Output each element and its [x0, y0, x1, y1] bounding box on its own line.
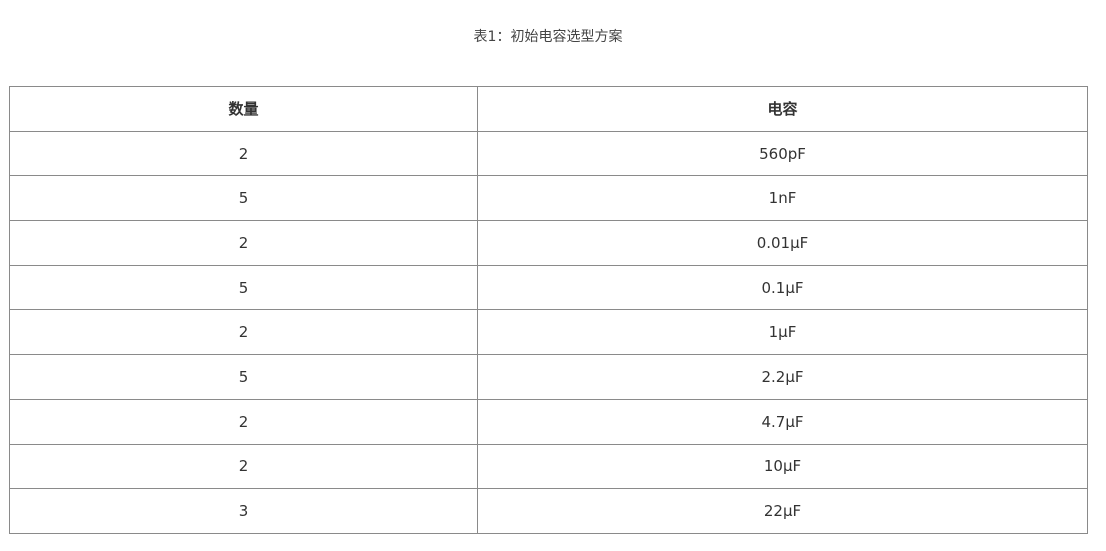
quantity-cell: 2 — [9, 443, 478, 490]
capacitance-cell: 0.1μF — [477, 264, 1088, 311]
capacitance-cell: 1μF — [477, 309, 1088, 356]
quantity-cell: 5 — [9, 354, 478, 400]
capacitance-cell: 560pF — [477, 130, 1088, 177]
quantity-cell: 2 — [9, 130, 478, 177]
capacitance-cell: 10μF — [477, 443, 1088, 490]
capacitance-cell: 2.2μF — [477, 354, 1088, 400]
table-row: 2 4.7μF — [9, 398, 1088, 445]
capacitance-cell: 22μF — [477, 488, 1088, 534]
table-row: 5 1nF — [9, 175, 1088, 222]
quantity-cell: 2 — [9, 220, 478, 266]
capacitance-cell: 0.01μF — [477, 220, 1088, 266]
header-capacitance: 电容 — [477, 86, 1088, 132]
header-quantity: 数量 — [9, 86, 478, 132]
quantity-cell: 5 — [9, 264, 478, 311]
table-row: 3 22μF — [9, 488, 1088, 534]
table-row: 2 10μF — [9, 443, 1088, 490]
table-header-row: 数量 电容 — [9, 86, 1088, 132]
quantity-cell: 3 — [9, 488, 478, 534]
table-row: 5 2.2μF — [9, 354, 1088, 400]
capacitance-cell: 4.7μF — [477, 398, 1088, 445]
table-row: 5 0.1μF — [9, 264, 1088, 311]
table-caption: 表1：初始电容选型方案 — [473, 29, 623, 45]
capacitance-cell: 1nF — [477, 175, 1088, 222]
quantity-cell: 2 — [9, 398, 478, 445]
quantity-cell: 2 — [9, 309, 478, 356]
table-row: 2 0.01μF — [9, 220, 1088, 266]
table-row: 2 1μF — [9, 309, 1088, 356]
quantity-cell: 5 — [9, 175, 478, 222]
capacitor-selection-table: 数量 电容 2 560pF 5 1nF 2 0.01μF 5 0.1μF 2 1μF 5 2.2μF 2… — [9, 86, 1088, 534]
table-row: 2 560pF — [9, 130, 1088, 177]
